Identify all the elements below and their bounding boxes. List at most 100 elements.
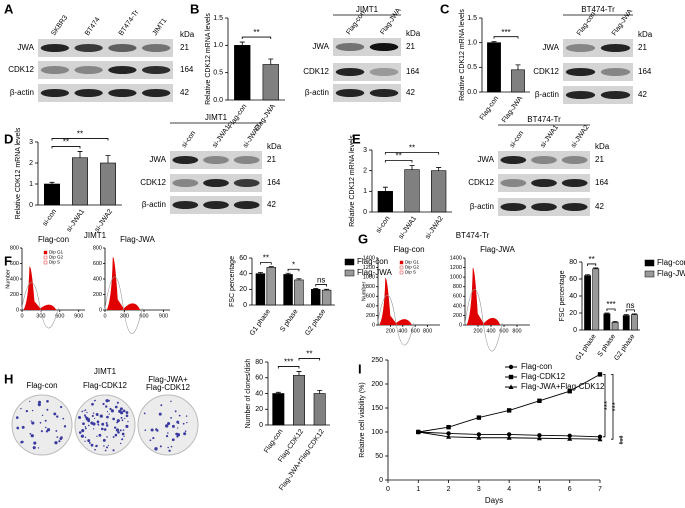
- marker: [597, 436, 603, 442]
- y-tick-label: 200: [453, 313, 462, 319]
- marker: [446, 431, 451, 436]
- bar: [611, 322, 619, 331]
- colony: [112, 436, 115, 438]
- band: [369, 68, 399, 76]
- dish: [11, 394, 73, 456]
- y-tick-label: 50: [375, 453, 383, 460]
- sig-label: **: [253, 28, 259, 37]
- lane-label: si-con: [181, 130, 198, 149]
- band: [600, 44, 631, 52]
- y-tick-label: 0: [379, 477, 383, 484]
- panel-letter: D: [4, 131, 13, 146]
- colony: [103, 445, 105, 447]
- g2-peak: [482, 317, 501, 325]
- colony: [41, 414, 44, 417]
- row-label: β-actin: [10, 88, 34, 97]
- colony: [114, 405, 118, 409]
- row-label: CDK12: [140, 178, 166, 187]
- colony: [20, 407, 22, 410]
- x-tick-label: 400: [486, 328, 495, 334]
- y-tick-label: 150: [371, 405, 383, 412]
- legend-label: Dip S: [49, 260, 60, 265]
- row-label: CDK12: [303, 67, 329, 76]
- y-tick-label: 60: [569, 276, 577, 283]
- lane-label: si-JWA2: [570, 124, 591, 149]
- y-label: Number: [361, 282, 367, 302]
- cell-line: BT474-Tr: [456, 231, 490, 240]
- band: [561, 156, 588, 164]
- colony: [104, 405, 108, 408]
- error-bar: [268, 58, 274, 65]
- marker: [446, 434, 452, 439]
- colony: [121, 438, 124, 441]
- colony: [107, 444, 110, 446]
- blot-title: BT474-Tr: [581, 5, 615, 14]
- band: [172, 201, 199, 209]
- y-tick-label: 0: [259, 422, 263, 429]
- y-tick-label: 200: [371, 381, 383, 388]
- error-bar: [491, 41, 497, 43]
- g1-peak: [379, 277, 398, 325]
- y-tick-label: 0: [16, 307, 19, 313]
- blot-strip: [38, 84, 173, 102]
- panel-letter: I: [358, 361, 362, 376]
- bar: [377, 191, 393, 213]
- lane-label: JIMT1: [152, 17, 169, 37]
- legend-label: Flag-con: [357, 257, 388, 266]
- y-tick-label: 1400: [363, 255, 375, 261]
- sig-bracket: [603, 374, 606, 438]
- colony: [171, 438, 175, 442]
- blot-title: JIMT1: [205, 113, 228, 122]
- bar: [294, 279, 304, 306]
- kda-value: 21: [595, 155, 604, 164]
- colony: [177, 422, 180, 424]
- colony: [62, 417, 65, 420]
- colony: [112, 417, 115, 421]
- colony: [165, 424, 169, 428]
- bar: [72, 157, 89, 206]
- legend-swatch: [399, 260, 404, 265]
- y-tick-label: 600: [93, 261, 102, 267]
- y-tick-label: 20: [569, 310, 577, 317]
- colony: [85, 416, 89, 420]
- row-label: JWA: [477, 155, 494, 164]
- sig-bracket: [260, 262, 272, 265]
- colony: [37, 403, 41, 407]
- bar: [431, 170, 447, 213]
- kda-label: kDa: [595, 142, 610, 151]
- sig-label: **: [589, 255, 595, 264]
- kda-value: 21: [406, 42, 415, 51]
- y-tick-label: 200: [366, 313, 375, 319]
- colony: [150, 428, 154, 432]
- y-tick-label: 2: [29, 160, 33, 167]
- sig-bracket: [619, 436, 622, 444]
- lane-label: SKBR3: [50, 14, 69, 37]
- x-tick-label: Flag-con: [263, 428, 284, 454]
- y-tick-label: 20: [255, 406, 263, 413]
- band: [233, 201, 260, 209]
- marker: [567, 389, 572, 394]
- x-tick-label: Flag-con: [227, 103, 248, 129]
- error-bar: [436, 167, 442, 171]
- colony: [154, 447, 158, 451]
- colony: [81, 410, 83, 413]
- sig-bracket: [625, 309, 635, 312]
- colony: [21, 425, 25, 429]
- colony: [91, 402, 94, 406]
- colony: [29, 400, 31, 402]
- colony: [95, 413, 99, 416]
- sig-bracket: [587, 263, 597, 266]
- marker: [506, 408, 512, 413]
- band: [531, 179, 557, 187]
- cell-line: JIMT1: [84, 231, 107, 240]
- colony: [186, 421, 188, 424]
- y-label: Relative CDK12 mRNA levels: [459, 9, 466, 101]
- row-label: JWA: [542, 43, 559, 52]
- y-tick-label: 2: [363, 168, 367, 175]
- y-tick-label: 0: [243, 302, 247, 309]
- x-tick-label: 900: [159, 313, 168, 319]
- colony: [124, 417, 126, 420]
- colony: [165, 434, 169, 438]
- x-tick-label: 5: [537, 486, 541, 493]
- colony: [58, 440, 61, 443]
